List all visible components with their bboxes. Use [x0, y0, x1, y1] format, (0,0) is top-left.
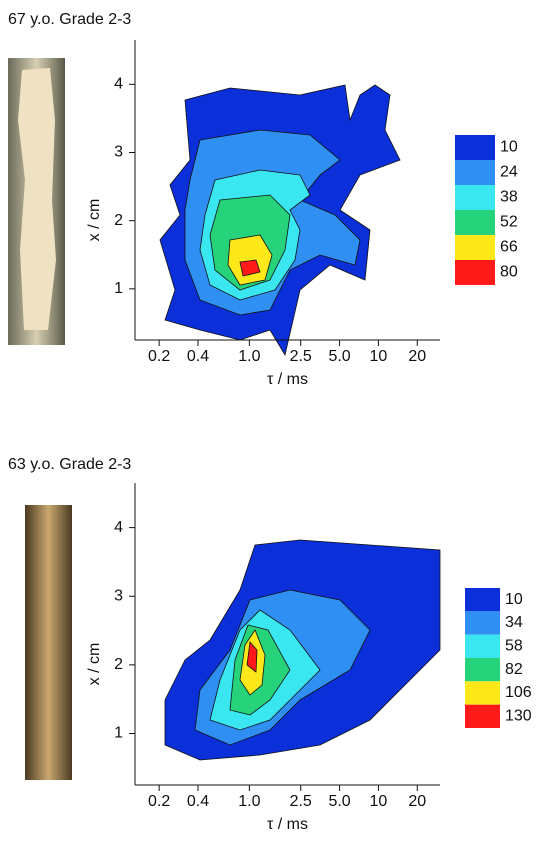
x-tick-label: 5.0 — [328, 348, 350, 365]
y-tick-label: 3 — [114, 144, 123, 161]
colorbar-band — [465, 588, 500, 611]
colorbar-label: 34 — [505, 614, 523, 631]
contours — [160, 85, 400, 355]
colorbar-label: 106 — [505, 684, 532, 701]
colorbar-label: 38 — [500, 189, 518, 206]
colorbar-band — [455, 260, 495, 285]
y-axis-label: x / cm — [86, 643, 103, 686]
y-tick-label: 4 — [114, 519, 123, 536]
x-axis-label: τ / ms — [267, 816, 308, 833]
y-tick-label: 1 — [114, 280, 123, 297]
x-tick-label: 2.5 — [290, 793, 312, 810]
x-tick-label: 10 — [370, 793, 388, 810]
colorbar-band — [465, 635, 500, 658]
tissue — [18, 68, 56, 330]
x-tick-label: 0.4 — [187, 348, 209, 365]
y-tick-label: 4 — [114, 76, 123, 93]
colorbar-band — [465, 611, 500, 634]
y-tick-label: 3 — [114, 587, 123, 604]
colorbar-label: 10 — [505, 591, 523, 608]
colorbar-band — [455, 160, 495, 185]
colorbar-band — [455, 135, 495, 160]
panel-title: 63 y.o. Grade 2-3 — [8, 456, 131, 473]
colorbar-band — [455, 235, 495, 260]
x-tick-label: 0.4 — [187, 793, 209, 810]
colorbar-label: 10 — [500, 139, 518, 156]
colorbar-label: 82 — [505, 661, 523, 678]
x-tick-label: 5.0 — [328, 793, 350, 810]
colorbar-band — [465, 658, 500, 681]
x-tick-label: 10 — [370, 348, 388, 365]
colorbar-band — [465, 681, 500, 704]
sample-photo — [25, 505, 72, 780]
colorbar-label: 24 — [500, 164, 518, 181]
panel-title: 67 y.o. Grade 2-3 — [8, 11, 131, 28]
y-tick-label: 2 — [114, 212, 123, 229]
x-tick-label: 20 — [408, 348, 426, 365]
y-tick-label: 2 — [114, 656, 123, 673]
colorbar-band — [465, 705, 500, 728]
colorbar-label: 80 — [500, 264, 518, 281]
contours — [165, 540, 440, 760]
colorbar-label: 66 — [500, 239, 518, 256]
x-tick-label: 20 — [408, 793, 426, 810]
y-axis-label: x / cm — [86, 199, 103, 242]
y-tick-label: 1 — [114, 725, 123, 742]
x-tick-label: 0.2 — [148, 348, 170, 365]
x-tick-label: 1.0 — [238, 348, 260, 365]
figure: 67 y.o. Grade 2-312340.20.41.02.55.01020… — [0, 0, 554, 866]
x-tick-label: 2.5 — [290, 348, 312, 365]
colorbar-band — [455, 210, 495, 235]
x-tick-label: 0.2 — [148, 793, 170, 810]
colorbar-label: 52 — [500, 214, 518, 231]
colorbar-label: 58 — [505, 638, 523, 655]
x-tick-label: 1.0 — [238, 793, 260, 810]
x-axis-label: τ / ms — [267, 371, 308, 388]
colorbar-label: 130 — [505, 708, 532, 725]
colorbar-band — [455, 185, 495, 210]
